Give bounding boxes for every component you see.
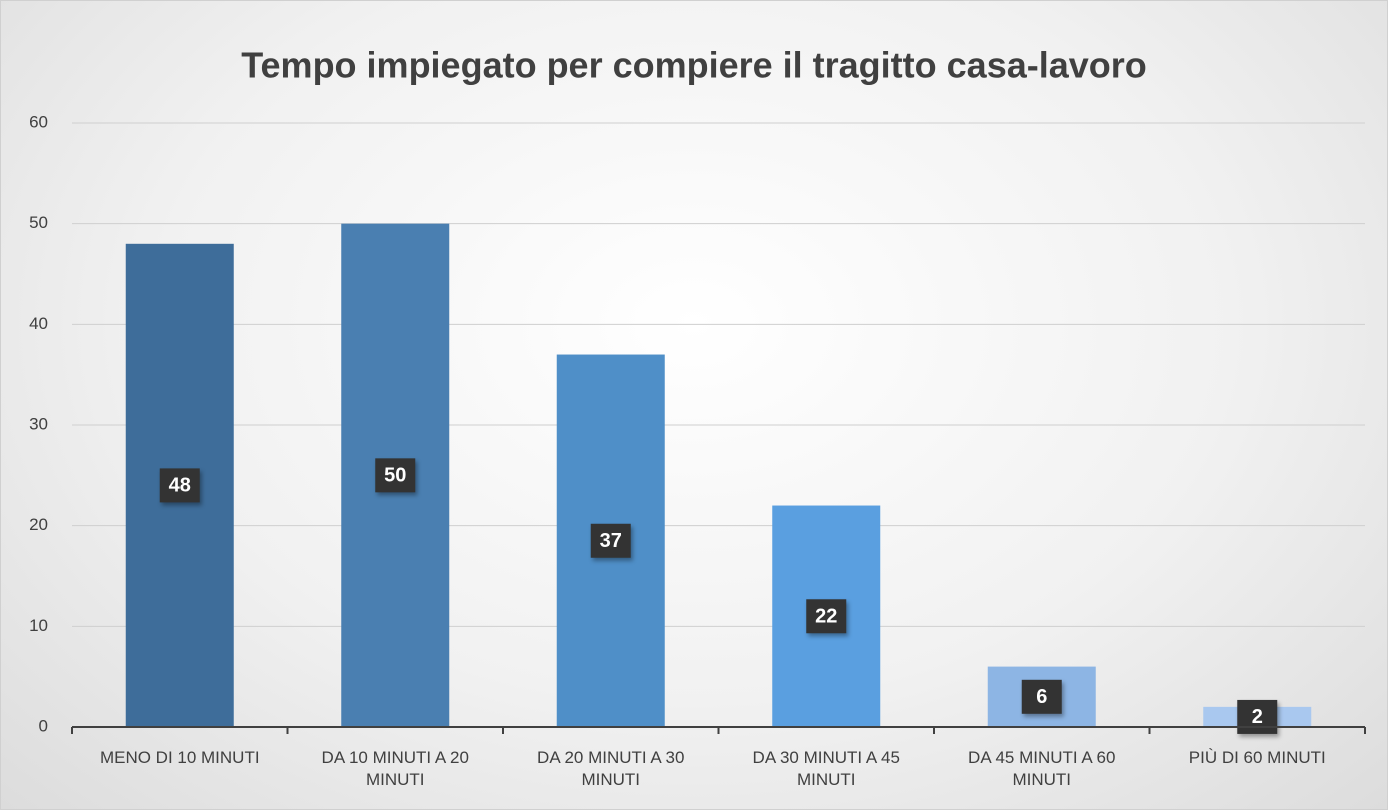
chart-title: Tempo impiegato per compiere il tragitto… bbox=[241, 45, 1147, 86]
label-box bbox=[1021, 679, 1062, 714]
value-label: 48 bbox=[169, 475, 191, 497]
x-tick-label: DA 10 MINUTI A 20 MINUTI bbox=[321, 748, 469, 789]
value-label: 2 bbox=[1252, 706, 1263, 728]
y-tick-label: 40 bbox=[29, 314, 48, 333]
value-label: 37 bbox=[600, 530, 622, 552]
label-box bbox=[375, 458, 416, 493]
value-label: 6 bbox=[1036, 686, 1047, 708]
y-tick-label: 60 bbox=[29, 112, 48, 131]
x-tick-label: MENO DI 10 MINUTI bbox=[99, 748, 260, 767]
y-tick-label: 20 bbox=[29, 515, 48, 534]
y-tick-label: 10 bbox=[29, 616, 48, 635]
label-box bbox=[1237, 699, 1278, 734]
x-tick-label: DA 30 MINUTI A 45 MINUTI bbox=[752, 748, 900, 789]
y-tick-label: 0 bbox=[39, 716, 48, 735]
x-tick-label: DA 45 MINUTI A 60 MINUTI bbox=[968, 748, 1116, 789]
label-box bbox=[159, 468, 200, 503]
x-tick-label: DA 20 MINUTI A 30 MINUTI bbox=[537, 748, 685, 789]
value-label: 50 bbox=[384, 465, 406, 487]
label-box bbox=[806, 599, 847, 634]
value-label: 22 bbox=[815, 606, 837, 628]
label-box bbox=[590, 523, 631, 558]
y-tick-label: 30 bbox=[29, 414, 48, 433]
y-tick-label: 50 bbox=[29, 213, 48, 232]
x-tick-label: PIÙ DI 60 MINUTI bbox=[1188, 748, 1326, 767]
